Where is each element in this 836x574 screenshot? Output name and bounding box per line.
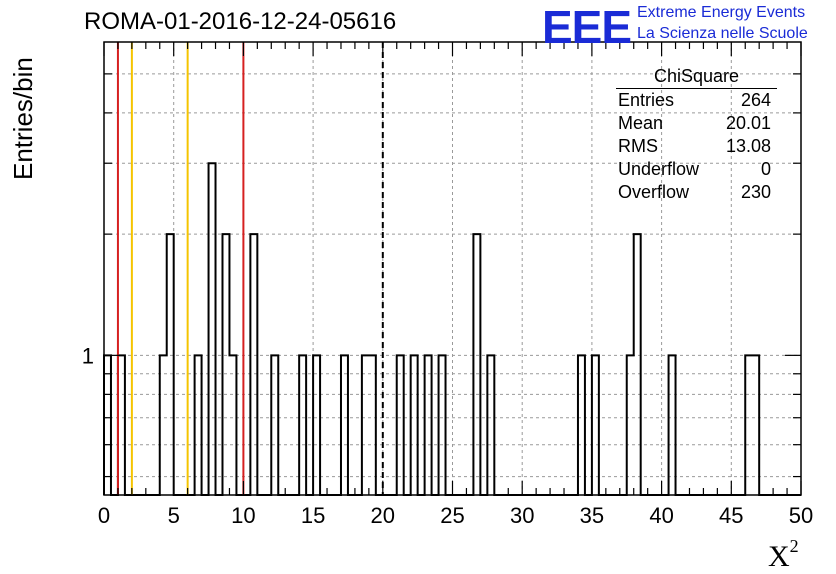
- histogram-bin: [745, 355, 752, 495]
- stats-label: RMS: [618, 136, 658, 156]
- stats-row-mean: Mean 20.01: [612, 112, 777, 135]
- histogram-bin: [425, 355, 432, 495]
- stats-value: 20.01: [725, 113, 771, 133]
- histogram-bin: [167, 234, 174, 495]
- histogram-bin: [229, 355, 236, 495]
- histogram-bin: [634, 234, 641, 495]
- histogram-bin: [299, 355, 306, 495]
- histogram-bin: [160, 355, 167, 495]
- stats-value: 13.08: [725, 136, 771, 156]
- x-tick-label: 25: [440, 503, 464, 528]
- histogram-bin: [222, 234, 229, 495]
- histogram-bin: [752, 355, 759, 495]
- stats-value: 264: [740, 90, 771, 110]
- histogram-bin: [439, 355, 446, 495]
- chart-title: ROMA-01-2016-12-24-05616: [84, 8, 397, 35]
- stats-label: Underflow: [618, 159, 700, 179]
- x-tick-label: 45: [719, 503, 743, 528]
- y-axis-label: Entries/bin: [8, 57, 38, 180]
- x-tick-label: 20: [371, 503, 395, 528]
- histogram-bin: [411, 355, 418, 495]
- stats-row-rms: RMS 13.08: [612, 135, 777, 158]
- stats-row-overflow: Overflow 230: [612, 181, 777, 204]
- x-tick-label: 10: [231, 503, 255, 528]
- eee-caption: Extreme Energy Events La Scienza nelle S…: [637, 2, 808, 44]
- histogram-bin: [369, 355, 376, 495]
- histogram-bin: [627, 355, 634, 495]
- x-axis-label-base: X: [768, 540, 790, 573]
- histogram-bin: [118, 355, 125, 495]
- x-axis-label: X2: [768, 536, 799, 574]
- eee-caption-line2: La Scienza nelle Scuole: [637, 25, 808, 42]
- stats-title: ChiSquare: [616, 66, 777, 89]
- histogram-bin: [669, 355, 676, 495]
- histogram-bin: [250, 234, 257, 495]
- stats-label: Entries: [618, 90, 675, 110]
- histogram-bin: [313, 355, 320, 495]
- histogram-bin: [271, 355, 278, 495]
- x-tick-label: 30: [510, 503, 534, 528]
- y-tick-label: 1: [82, 343, 94, 368]
- histogram-bin: [473, 234, 480, 495]
- eee-caption-line1: Extreme Energy Events: [637, 4, 806, 21]
- stats-row-underflow: Underflow 0: [612, 158, 777, 181]
- histogram-bin: [592, 355, 599, 495]
- histogram-bin: [397, 355, 404, 495]
- histogram-bin: [578, 355, 585, 495]
- histogram-bin: [195, 355, 202, 495]
- histogram-bin: [341, 355, 348, 495]
- stats-row-entries: Entries 264: [612, 89, 777, 112]
- stats-value: 0: [760, 159, 771, 179]
- x-tick-label: 40: [649, 503, 673, 528]
- histogram-bin: [209, 163, 216, 495]
- stats-label: Mean: [618, 113, 664, 133]
- x-tick-label: 15: [301, 503, 325, 528]
- x-tick-label: 0: [98, 503, 110, 528]
- stats-box: ChiSquare Entries 264 Mean 20.01 RMS 13.08 …: [612, 66, 777, 204]
- eee-logo: EEE: [542, 1, 632, 53]
- x-axis-label-sup: 2: [789, 536, 799, 556]
- histogram-bin: [487, 355, 494, 495]
- stats-label: Overflow: [618, 182, 690, 202]
- stats-value: 230: [740, 182, 771, 202]
- x-tick-label: 35: [580, 503, 604, 528]
- x-tick-label: 50: [789, 503, 813, 528]
- histogram-bin: [362, 355, 369, 495]
- histogram-bin: [104, 355, 111, 495]
- x-tick-label: 5: [168, 503, 180, 528]
